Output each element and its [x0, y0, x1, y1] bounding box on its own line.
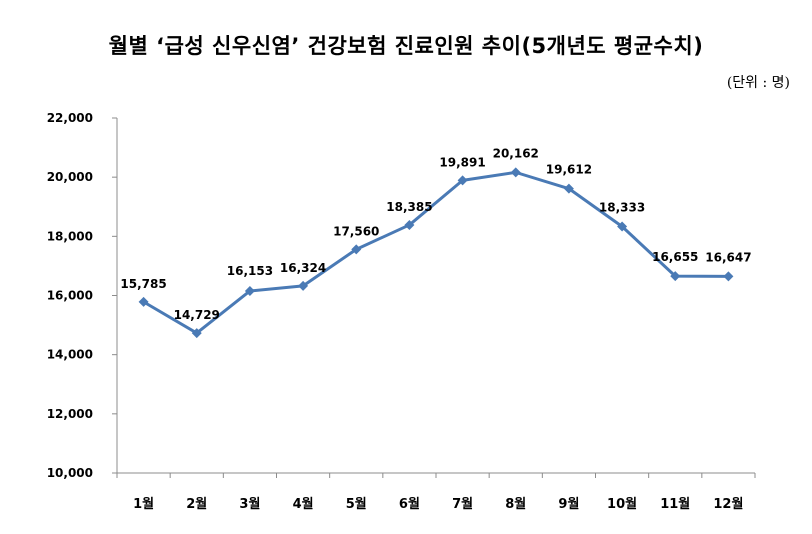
x-tick-label: 8월 [505, 496, 526, 512]
series-polyline [142, 170, 729, 335]
x-tick-label: 6월 [399, 496, 420, 512]
y-tick-label: 18,000 [47, 229, 93, 243]
data-label: 18,385 [386, 200, 432, 214]
data-label: 19,891 [439, 155, 485, 169]
data-label: 18,333 [599, 200, 645, 214]
data-label: 16,153 [227, 264, 273, 278]
data-label: 16,655 [652, 250, 698, 264]
chart-title: 월별 ‘급성 신우신염’ 건강보험 진료인원 추이(5개년도 평균수치) [108, 34, 704, 58]
unit-label: (단위 : 명) [726, 75, 790, 91]
data-point-marker [244, 285, 255, 296]
x-tick-label: 2월 [186, 496, 207, 512]
data-point-marker [298, 280, 309, 291]
data-labels: 15,785 14,729 16,153 16,324 17,560 18,385 19,8… [120, 146, 751, 322]
data-point-marker [404, 219, 415, 230]
x-tick-label: 4월 [293, 496, 314, 512]
data-point-marker [351, 244, 362, 255]
y-tick-label: 10,000 [47, 466, 93, 480]
x-tick-label: 9월 [558, 496, 579, 512]
data-point-marker [191, 328, 202, 339]
x-tick-label: 10월 [607, 496, 637, 512]
y-tick-label: 12,000 [47, 407, 93, 421]
y-tick-label: 16,000 [47, 289, 93, 303]
data-label: 16,647 [705, 250, 751, 264]
data-point-marker [670, 271, 681, 282]
x-tick-label: 12월 [713, 496, 743, 512]
data-point-marker [457, 175, 468, 186]
x-tick-label: 5월 [346, 496, 367, 512]
data-point-marker [510, 167, 521, 178]
data-point-marker [138, 296, 149, 307]
data-label: 17,560 [333, 224, 379, 238]
data-label: 15,785 [120, 277, 166, 291]
y-axis-ticks: 10,000 12,000 14,000 16,000 18,000 20,000 22,0… [47, 111, 117, 480]
series-line [138, 167, 734, 339]
x-tick-label: 7월 [452, 496, 473, 512]
data-point-marker [617, 221, 628, 232]
x-axis-ticks: 1월 2월 3월 4월 5월 6월 7월 8월 9월 10월 11월 12월 [116, 473, 756, 512]
x-tick-label: 11월 [660, 496, 690, 512]
data-label: 14,729 [174, 308, 220, 322]
data-label: 20,162 [493, 146, 539, 160]
x-tick-label: 3월 [239, 496, 260, 512]
y-tick-label: 14,000 [47, 348, 93, 362]
chart-axes [116, 118, 755, 474]
data-label: 19,612 [546, 163, 592, 177]
data-point-marker [563, 183, 574, 194]
y-tick-label: 22,000 [47, 111, 93, 125]
data-point-marker [723, 271, 734, 282]
data-label: 16,324 [280, 261, 326, 275]
y-tick-label: 20,000 [47, 170, 93, 184]
x-tick-label: 1월 [133, 496, 154, 512]
